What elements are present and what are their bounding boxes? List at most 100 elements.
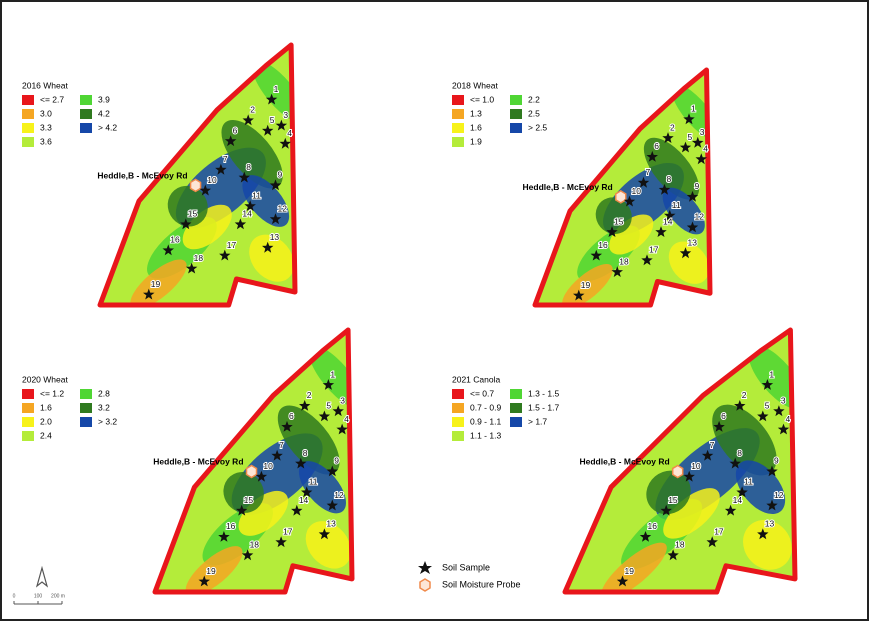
legend-label: 4.2 (98, 108, 110, 118)
legend-label: 1.5 - 1.7 (528, 402, 559, 412)
sample-label: 6 (721, 411, 726, 421)
sample-label: 18 (250, 540, 260, 550)
sample-label: 13 (688, 238, 698, 248)
legend-label: > 2.5 (528, 122, 547, 132)
legend-label: 3.6 (40, 136, 52, 146)
legend-swatch (452, 123, 464, 133)
sample-label: 9 (695, 181, 700, 191)
sample-label: 8 (246, 162, 251, 172)
legend-label: 3.3 (40, 122, 52, 132)
sample-label: 13 (270, 232, 280, 242)
sample-label: 12 (695, 212, 705, 222)
sample-label: 3 (283, 110, 288, 120)
sample-label: 6 (233, 125, 238, 135)
scale-label: 200 m (51, 593, 65, 599)
sample-label: 9 (774, 456, 779, 466)
site-label: Heddle,B - McEvoy Rd (523, 182, 613, 192)
sample-label: 10 (691, 461, 701, 471)
sample-label: 16 (170, 235, 180, 245)
legend-swatch (510, 109, 522, 119)
legend-swatch (22, 123, 34, 133)
legend-label: 1.1 - 1.3 (470, 430, 501, 440)
sample-label: 6 (289, 411, 294, 421)
sample-label: 3 (781, 395, 786, 405)
sample-label: 17 (227, 240, 237, 250)
sample-label: 7 (279, 440, 284, 450)
legend-label: 2.8 (98, 388, 110, 398)
sample-label: 1 (769, 369, 774, 379)
legend-label: 0.9 - 1.1 (470, 416, 501, 426)
sample-label: 15 (614, 216, 624, 226)
sample-label: 2 (742, 390, 747, 400)
legend-swatch (22, 389, 34, 399)
legend-swatch (22, 109, 34, 119)
moisture-probe (673, 465, 683, 477)
legend-label: > 1.7 (528, 416, 547, 426)
sample-label: 10 (263, 461, 273, 471)
sample-label: 17 (649, 245, 659, 255)
legend-label: 1.3 (470, 108, 482, 118)
legend-label: 1.6 (40, 402, 52, 412)
legend-swatch (22, 431, 34, 441)
legend-label: <= 2.7 (40, 94, 64, 104)
legend-swatch (452, 417, 464, 427)
legend-swatch (22, 403, 34, 413)
sample-label: 14 (299, 495, 309, 505)
sample-label: 12 (278, 203, 288, 213)
legend-swatch (510, 123, 522, 133)
legend-label: 0.7 - 0.9 (470, 402, 501, 412)
legend-label: 2.0 (40, 416, 52, 426)
legend-swatch (80, 403, 92, 413)
sample-label: 5 (688, 132, 693, 142)
legend-swatch (80, 417, 92, 427)
sample-label: 19 (151, 279, 161, 289)
sample-label: 15 (244, 495, 254, 505)
legend-label: <= 0.7 (470, 388, 494, 398)
moisture-probe (247, 465, 257, 477)
legend-title: 2021 Canola (452, 374, 500, 384)
site-label: Heddle,B - McEvoy Rd (579, 457, 669, 467)
legend-label: 3.2 (98, 402, 110, 412)
legend-swatch (510, 417, 522, 427)
sample-label: 12 (774, 490, 784, 500)
sample-label: 19 (206, 566, 216, 576)
sample-label: 14 (663, 216, 673, 226)
legend-label: 3.9 (98, 94, 110, 104)
legend-probe: Soil Moisture Probe (442, 579, 521, 589)
legend-label: > 4.2 (98, 122, 117, 132)
sample-label: 15 (188, 209, 198, 219)
sample-label: 16 (226, 521, 236, 531)
legend-label: 3.0 (40, 108, 52, 118)
sample-label: 4 (344, 414, 349, 424)
legend-swatch (510, 403, 522, 413)
scale-label: 0 (13, 593, 16, 599)
sample-label: 2 (307, 390, 312, 400)
legend-swatch (80, 123, 92, 133)
legend-swatch (452, 137, 464, 147)
sample-label: 4 (703, 144, 708, 154)
sample-label: 13 (326, 519, 336, 529)
sample-label: 14 (733, 495, 743, 505)
sample-label: 8 (667, 174, 672, 184)
sample-label: 1 (274, 84, 279, 94)
sample-label: 18 (675, 540, 685, 550)
sample-label: 6 (654, 141, 659, 151)
legend-swatch (452, 109, 464, 119)
legend-title: 2020 Wheat (22, 374, 68, 384)
moisture-probe (191, 179, 201, 191)
sample-label: 3 (340, 395, 345, 405)
legend-swatch (22, 137, 34, 147)
sample-label: 18 (619, 256, 629, 266)
legend-swatch (510, 389, 522, 399)
sample-label: 1 (691, 104, 696, 114)
legend-label: 1.3 - 1.5 (528, 388, 559, 398)
sample-label: 11 (252, 190, 261, 200)
legend-label: > 3.2 (98, 416, 117, 426)
legend-swatch (80, 109, 92, 119)
legend-label: 1.9 (470, 136, 482, 146)
sample-label: 3 (700, 127, 705, 137)
sample-label: 7 (710, 440, 715, 450)
legend-swatch (80, 95, 92, 105)
sample-label: 17 (714, 526, 724, 536)
moisture-probe (616, 191, 626, 203)
